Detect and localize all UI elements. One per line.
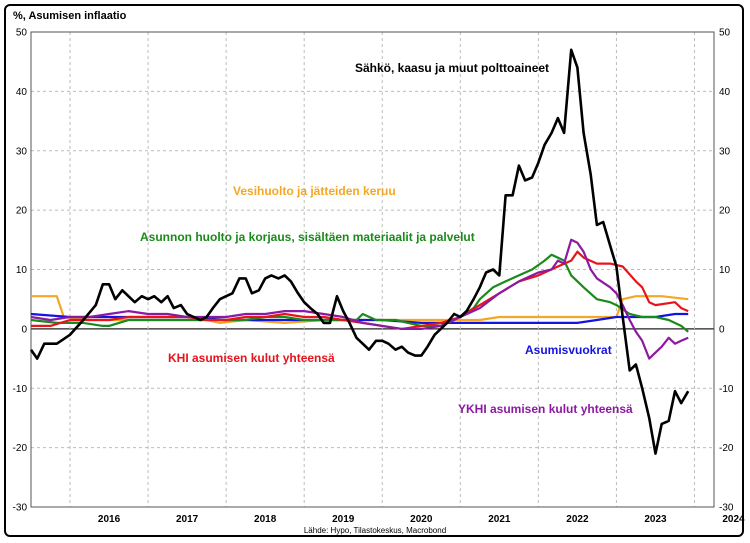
y-tick-label-right: 50 [719,28,731,39]
y-tick-label-right: 20 [719,206,731,217]
annotation-energy: Sähkö, kaasu ja muut polttoaineet [355,61,549,75]
x-tick-label: 2017 [176,514,199,525]
x-tick-label: 2016 [98,514,121,525]
annotation-water: Vesihuolto ja jätteiden keruu [233,184,396,198]
x-tick-label: 2022 [566,514,589,525]
y-tick-label-right: 10 [719,265,731,276]
y-tick-label: -10 [13,384,28,395]
series-line-energy [29,48,690,455]
y-tick-label: 50 [16,28,28,39]
x-tick-label: 2018 [254,514,277,525]
x-ticks: 2016 2017 2018 2019 2020 2021 2022 2023 2024 [98,514,745,525]
x-tick-label: 2024 [722,514,745,525]
annotation-maintenance: Asunnon huolto ja korjaus, sisältäen mat… [140,230,475,244]
y-tick-label: 10 [16,265,28,276]
series-line-ykhi [30,238,689,360]
y-tick-label: -30 [13,503,28,514]
series-line-khi [31,250,689,330]
y-tick-label: 30 [16,146,28,157]
y-tick-label: 20 [16,206,28,217]
gridlines [31,31,714,508]
x-tick-label: 2021 [488,514,511,525]
y-tick-label-right: 40 [719,87,731,98]
y-ticks-left: -30 -20 -10 0 10 20 30 40 50 [13,28,28,514]
y-tick-label-right: -20 [719,443,734,454]
plot-area [30,31,715,508]
series-lines [29,48,690,455]
annotation-ykhi: YKHI asumisen kulut yhteensä [458,402,633,416]
y-tick-label-right: -30 [719,503,734,514]
y-tick-label-right: 0 [719,324,725,335]
y-ticks-right: -30 -20 -10 0 10 20 30 40 50 [719,28,734,514]
x-tick-label: 2019 [332,514,355,525]
source-note: Lähde: Hypo, Tilastokeskus, Macrobond [304,526,446,535]
x-tick-label: 2023 [644,514,667,525]
y-tick-label: -20 [13,443,28,454]
y-tick-label-right: -10 [719,384,734,395]
chart-frame [4,4,744,537]
y-tick-label: 0 [21,324,27,335]
x-tick-label: 2020 [410,514,433,525]
annotation-rent: Asumisvuokrat [525,343,612,357]
y-tick-label: 40 [16,87,28,98]
series-line-water [31,295,689,324]
annotation-khi: KHI asumisen kulut yhteensä [168,351,335,365]
y-axis-label: %, Asumisen inflaatio [13,10,127,22]
y-tick-label-right: 30 [719,146,731,157]
